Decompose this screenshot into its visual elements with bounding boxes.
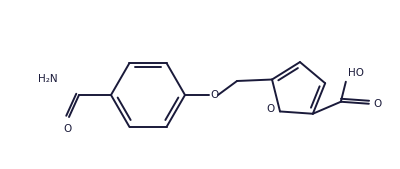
Text: O: O bbox=[267, 104, 275, 114]
Text: HO: HO bbox=[348, 68, 364, 78]
Text: O: O bbox=[63, 124, 71, 134]
Text: O: O bbox=[210, 90, 218, 100]
Text: O: O bbox=[374, 99, 382, 109]
Text: H₂N: H₂N bbox=[38, 74, 58, 84]
